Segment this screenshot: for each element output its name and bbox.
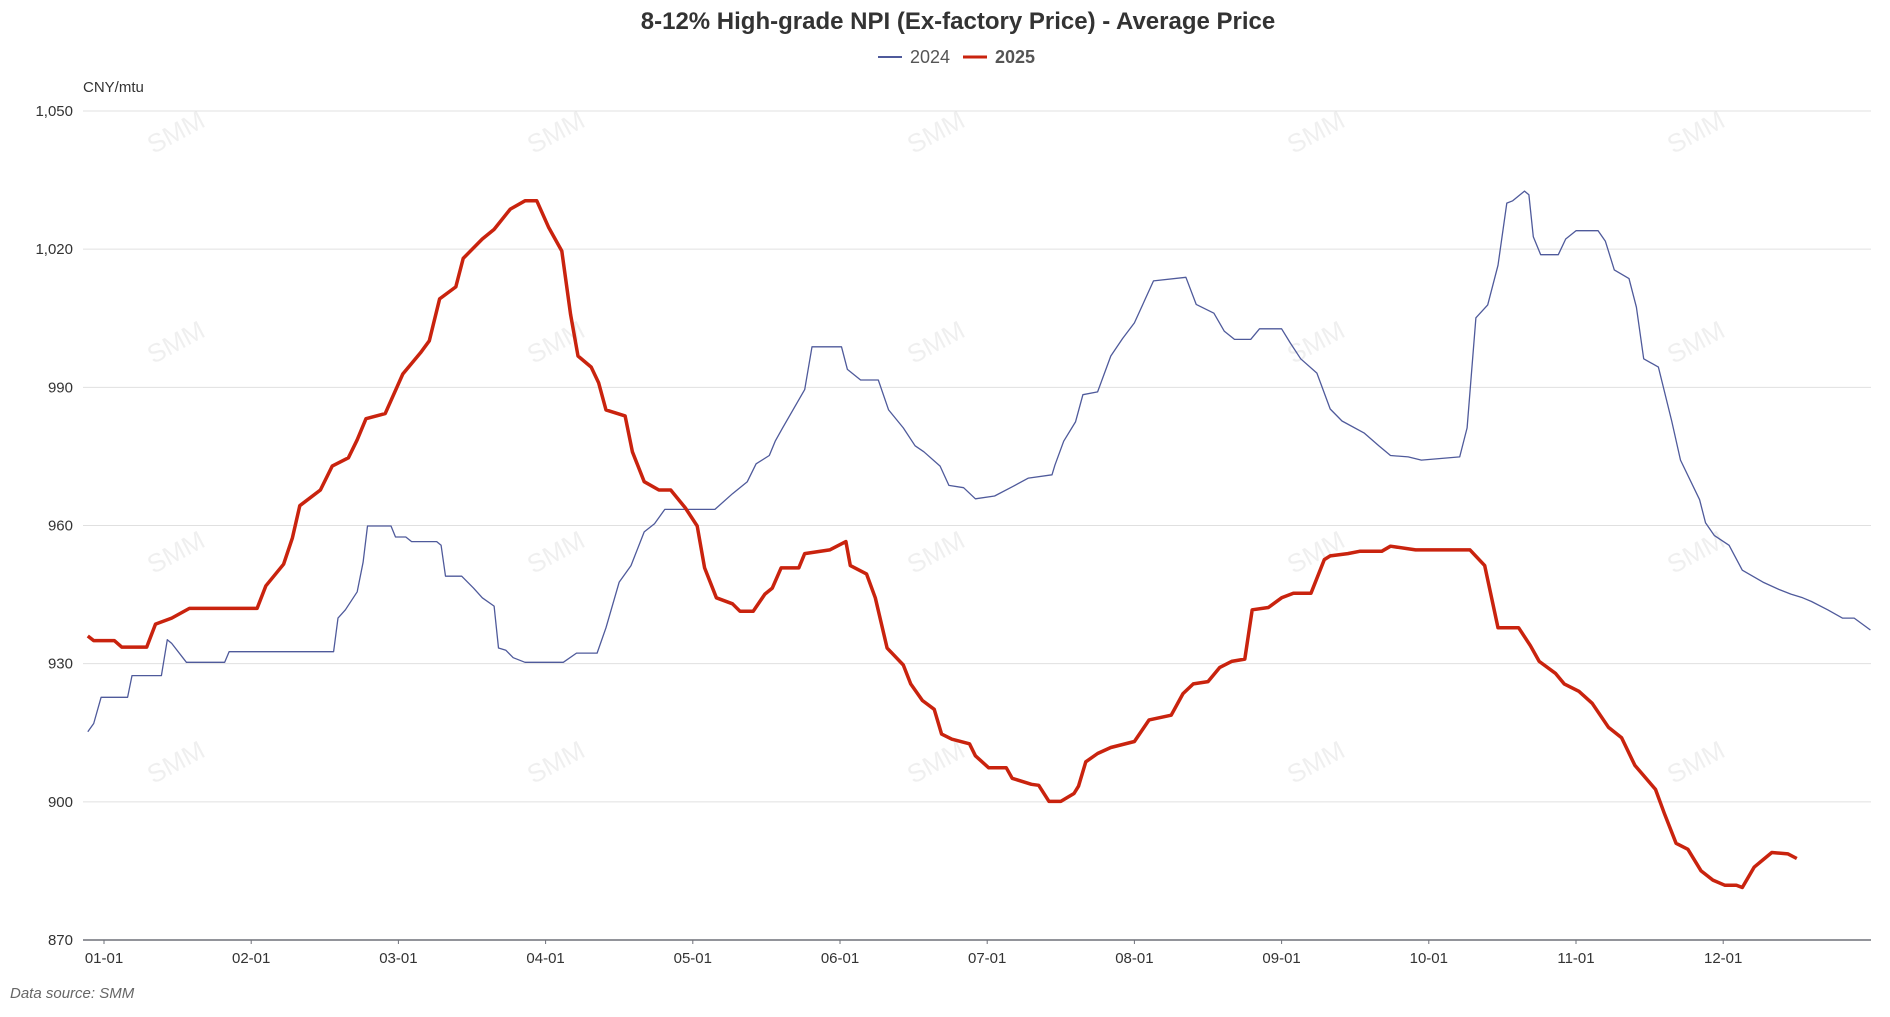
watermark-text: SMM bbox=[522, 105, 590, 160]
x-tick-label: 09-01 bbox=[1262, 950, 1300, 967]
grid-lines bbox=[83, 110, 1871, 803]
y-tick-label: 900 bbox=[48, 794, 73, 811]
y-tick-label: 1,020 bbox=[35, 241, 73, 258]
legend[interactable]: 2024 2025 bbox=[878, 47, 1035, 67]
series-lines bbox=[86, 190, 1871, 890]
watermark-text: SMM bbox=[1662, 315, 1730, 370]
watermark-text: SMM bbox=[902, 525, 970, 580]
watermark-text: SMM bbox=[1662, 735, 1730, 790]
legend-label-2025: 2025 bbox=[995, 47, 1035, 67]
legend-item-2024[interactable]: 2024 bbox=[878, 47, 950, 67]
y-axis-unit: CNY/mtu bbox=[83, 79, 144, 96]
x-tick-label: 07-01 bbox=[968, 950, 1006, 967]
watermark-text: SMM bbox=[522, 735, 590, 790]
watermark-text: SMM bbox=[902, 315, 970, 370]
watermark-text: SMM bbox=[522, 525, 590, 580]
watermark-text: SMM bbox=[142, 525, 210, 580]
x-tick-label: 04-01 bbox=[526, 950, 564, 967]
watermark-text: SMM bbox=[1282, 525, 1350, 580]
watermark-text: SMM bbox=[1282, 105, 1350, 160]
x-tick-label: 06-01 bbox=[821, 950, 859, 967]
watermark-text: SMM bbox=[1282, 315, 1350, 370]
x-axis-ticks: 01-01 02-01 03-01 04-01 05-01 06-01 07-01 08-01… bbox=[85, 940, 1742, 967]
watermark-text: SMM bbox=[142, 315, 210, 370]
x-tick-label: 08-01 bbox=[1115, 950, 1153, 967]
y-tick-label: 960 bbox=[48, 518, 73, 535]
watermark-text: SMM bbox=[1662, 525, 1730, 580]
y-tick-label: 930 bbox=[48, 656, 73, 673]
chart-title: 8-12% High-grade NPI (Ex-factory Price) … bbox=[641, 8, 1275, 35]
x-tick-label: 03-01 bbox=[379, 950, 417, 967]
legend-item-2025[interactable]: 2025 bbox=[963, 47, 1035, 67]
x-tick-label: 11-01 bbox=[1557, 950, 1594, 967]
data-source: Data source: SMM bbox=[10, 985, 135, 1002]
x-tick-label: 01-01 bbox=[85, 950, 123, 967]
watermark-text: SMM bbox=[1662, 105, 1730, 160]
watermark-text: SMM bbox=[142, 105, 210, 160]
series-line-2025 bbox=[86, 199, 1798, 890]
x-tick-label: 02-01 bbox=[232, 950, 270, 967]
x-tick-label: 10-01 bbox=[1410, 950, 1448, 967]
watermark-text: SMM bbox=[1282, 735, 1350, 790]
y-tick-label: 990 bbox=[48, 379, 73, 396]
watermark-layer: SMM SMM SMM SMM SMM SMM SMM SMM SMM SMM SMM SMM SMM S… bbox=[142, 105, 1730, 790]
x-tick-label: 05-01 bbox=[674, 950, 712, 967]
y-tick-label: 870 bbox=[48, 932, 73, 949]
watermark-text: SMM bbox=[142, 735, 210, 790]
legend-label-2024: 2024 bbox=[910, 47, 950, 67]
y-axis-ticks: 870 900 930 960 990 1,020 1,050 bbox=[35, 103, 73, 949]
y-tick-label: 1,050 bbox=[35, 103, 73, 120]
x-tick-label: 12-01 bbox=[1704, 950, 1742, 967]
watermark-text: SMM bbox=[902, 105, 970, 160]
series-line-2024 bbox=[87, 190, 1871, 733]
watermark-text: SMM bbox=[522, 315, 590, 370]
